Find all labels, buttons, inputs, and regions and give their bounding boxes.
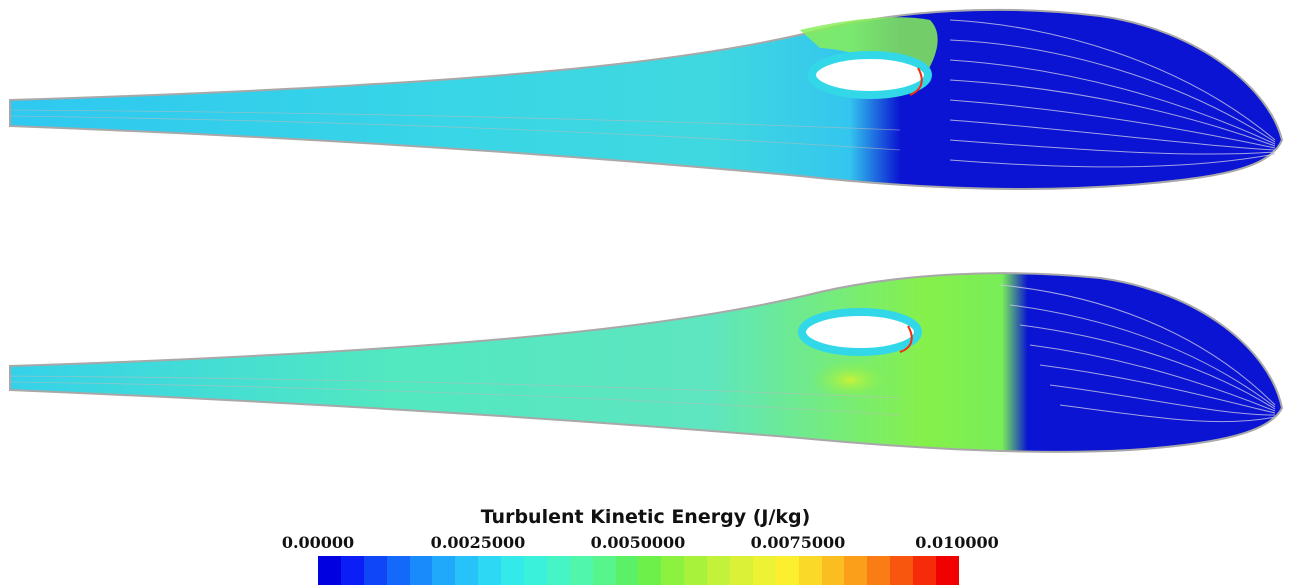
legend-tick-1: 0.0025000 (430, 533, 526, 552)
blade-bottom (9, 272, 1284, 453)
legend-tick-4: 0.010000 (915, 533, 999, 552)
colorbar-segment (798, 556, 822, 585)
colorbar-segment (478, 556, 502, 585)
blade-bottom-ring (798, 308, 922, 356)
colorbar-segment (546, 556, 570, 585)
colorbar-segment (501, 556, 525, 585)
blade-top (9, 8, 1284, 190)
colorbar-segment (707, 556, 731, 585)
colorbar-segment (844, 556, 868, 585)
colorbar-segment (913, 556, 937, 585)
blade-bottom-surface (9, 272, 1284, 453)
blade-bottom-hotspot (810, 360, 890, 400)
colorbar-segment (752, 556, 776, 585)
blade-top-ring (808, 51, 932, 99)
colorbar-segment (524, 556, 547, 585)
colorbar-segment (569, 556, 593, 585)
colorbar-segment (432, 556, 456, 585)
colorbar-segment (386, 556, 410, 585)
colorbar-segment (661, 556, 685, 585)
colorbar-segment (775, 556, 799, 585)
colorbar-segment (363, 556, 387, 585)
colorbar-segment (455, 556, 479, 585)
colorbar-segment (867, 556, 891, 585)
colorbar-segment (409, 556, 433, 585)
colorbar-segment (340, 556, 364, 585)
legend-tick-2: 0.0050000 (590, 533, 686, 552)
legend-tick-0: 0.00000 (281, 533, 355, 552)
legend-title: Turbulent Kinetic Energy (J/kg) (480, 506, 811, 528)
colorbar-segment (684, 556, 708, 585)
blade-top-surface (9, 8, 1284, 190)
colorbar-segment (592, 556, 616, 585)
blade-bottom-streamlines (999, 284, 1276, 423)
colorbar-segment (730, 556, 753, 585)
legend-tick-3: 0.0075000 (750, 533, 846, 552)
colorbar-segment (638, 556, 662, 585)
blade-top-streamlines (949, 19, 1276, 168)
colorbar-segment (890, 556, 914, 585)
colorbar-segment (318, 556, 341, 585)
colorbar-segment (821, 556, 845, 585)
turbulence-visualization (9, 8, 1284, 453)
legend-colorbar (318, 556, 959, 585)
colorbar-segment (936, 556, 959, 585)
colorbar-segment (615, 556, 639, 585)
